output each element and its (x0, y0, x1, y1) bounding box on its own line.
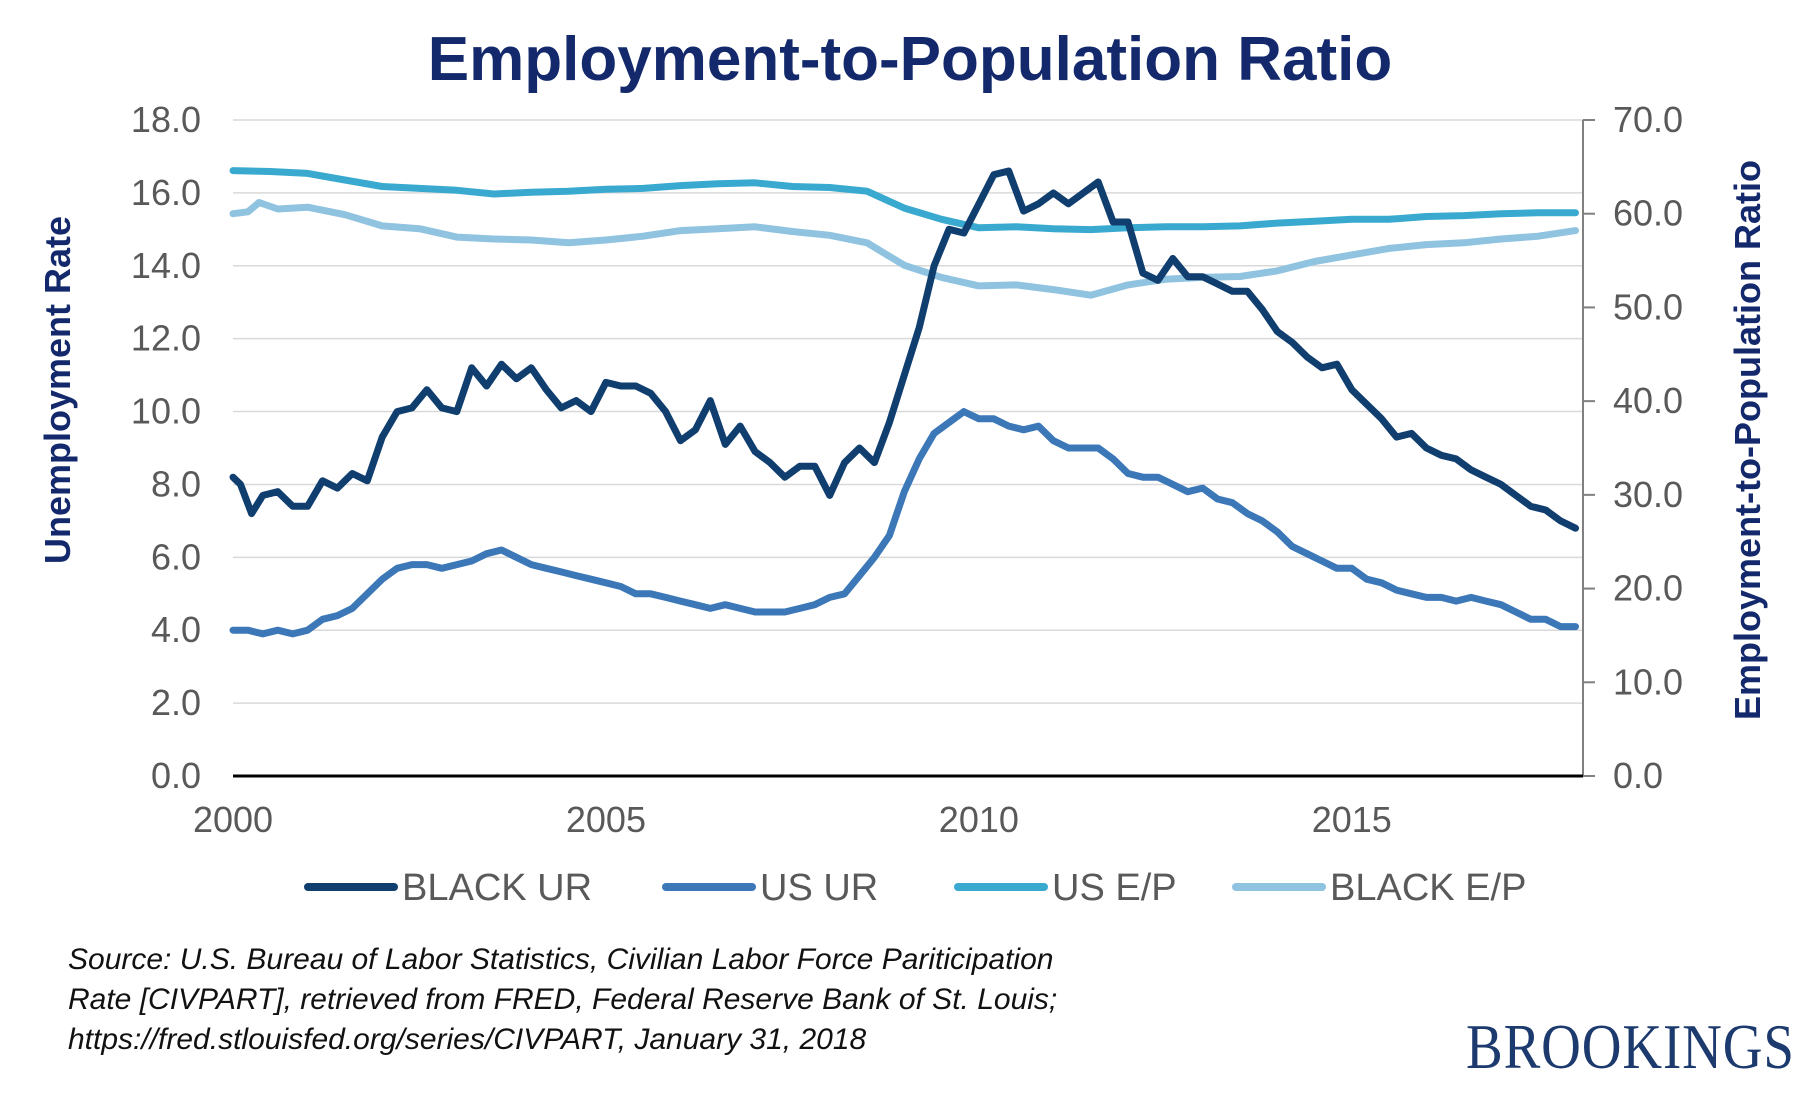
x-tick-label: 2010 (939, 799, 1019, 840)
chart-title: Employment-to-Population Ratio (428, 25, 1392, 94)
series-lines (229, 167, 1579, 638)
y-left-tick-label: 8.0 (151, 463, 201, 504)
y-right-tick-label: 20.0 (1613, 568, 1683, 609)
y-right-tick-label: 60.0 (1613, 193, 1683, 234)
legend-label: US UR (760, 867, 878, 909)
source-line: https://fred.stlouisfed.org/series/CIVPA… (68, 1023, 867, 1056)
y-right-tick-label: 0.0 (1613, 755, 1663, 796)
y-left-tick-label: 18.0 (131, 99, 201, 140)
legend: BLACK UR US UR US E/P BLACK E/P (304, 867, 1526, 909)
y-left-tick-label: 0.0 (151, 755, 201, 796)
source-line: Source: U.S. Bureau of Labor Statistics,… (68, 943, 1054, 976)
y-right-tick-label: 30.0 (1613, 474, 1683, 515)
brookings-logo: BROOKINGS (1466, 1011, 1795, 1082)
y-left-tick-label: 6.0 (151, 536, 201, 577)
y-right-tick-label: 50.0 (1613, 286, 1683, 327)
series-line-us-e-p (229, 167, 1579, 234)
y-right-tick-label: 10.0 (1613, 661, 1683, 702)
y-left-tick-label: 14.0 (131, 245, 201, 286)
y-axis-right-label: Employment-to-Population Ratio (1727, 160, 1768, 720)
y-left-tick-label: 4.0 (151, 609, 201, 650)
left-axis-ticks: 0.0 2.0 4.0 6.0 8.0 10.0 12.0 14.0 16.0 18.0 (131, 99, 201, 796)
y-axis-left-label: Unemployment Rate (37, 216, 78, 564)
x-tick-label: 2005 (566, 799, 646, 840)
source-line: Rate [CIVPART], retrieved from FRED, Fed… (68, 983, 1058, 1016)
legend-label: BLACK E/P (1330, 867, 1526, 909)
series-line-black-e-p (229, 199, 1579, 299)
x-tick-label: 2015 (1312, 799, 1392, 840)
y-right-tick-label: 40.0 (1613, 380, 1683, 421)
right-axis-ticks: 0.0 10.0 20.0 30.0 40.0 50.0 60.0 70.0 (1583, 99, 1683, 796)
y-left-tick-label: 16.0 (131, 172, 201, 213)
axes (233, 120, 1584, 778)
legend-label: BLACK UR (402, 867, 592, 909)
source-note: Source: U.S. Bureau of Labor Statistics,… (68, 940, 1248, 1060)
series-line-black-ur (229, 167, 1579, 532)
series-line-us-ur (229, 408, 1579, 638)
legend-label: US E/P (1052, 867, 1177, 909)
y-left-tick-label: 12.0 (131, 318, 201, 359)
x-axis-ticks: 2000 2005 2010 2015 (193, 799, 1392, 840)
y-left-tick-label: 2.0 (151, 682, 201, 723)
y-left-tick-label: 10.0 (131, 391, 201, 432)
x-tick-label: 2000 (193, 799, 273, 840)
y-right-tick-label: 70.0 (1613, 99, 1683, 140)
